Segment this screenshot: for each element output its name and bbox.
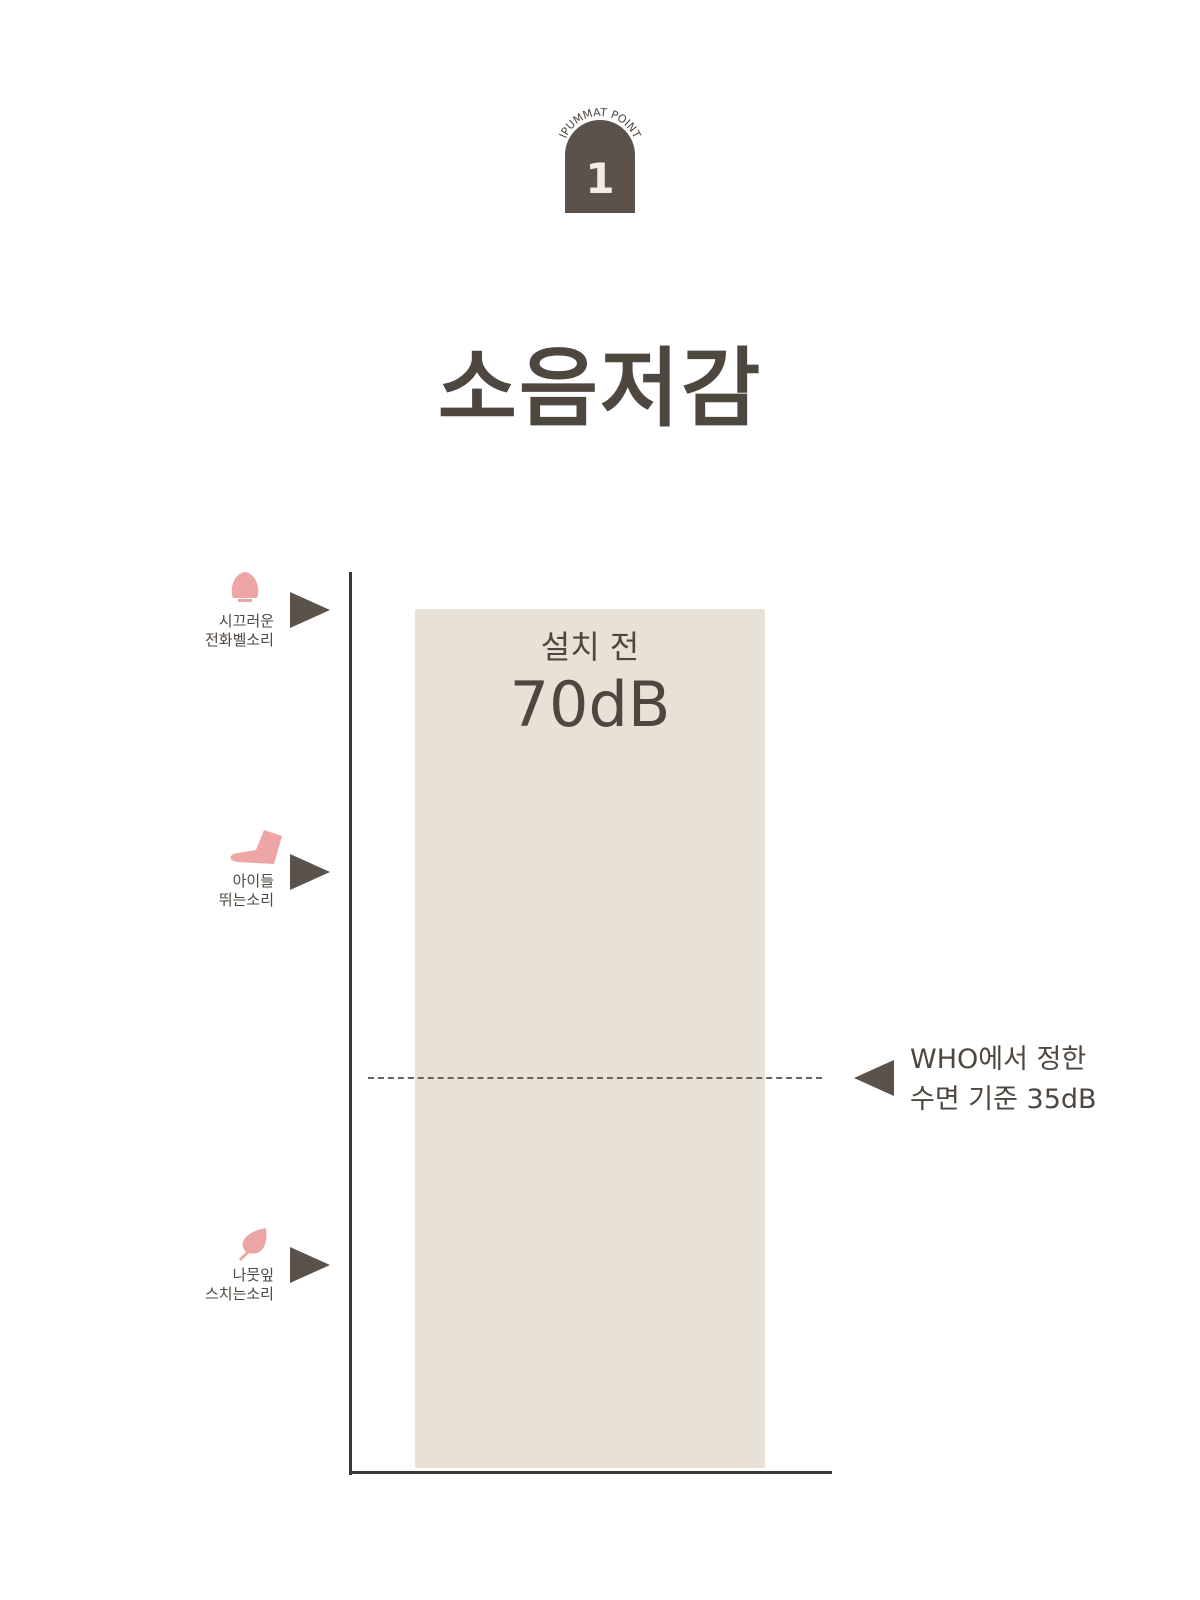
page-title: 소음저감 <box>437 339 763 439</box>
who-reference-line <box>368 1077 822 1079</box>
marker-label-line2: 뛰는소리 <box>218 891 274 909</box>
bar-category-label: 설치 전 <box>540 628 640 666</box>
marker-label-kids: 아이들 뛰는소리 <box>134 872 274 910</box>
bell-icon <box>231 572 259 602</box>
marker-label-leaves: 나뭇잎 스치는소리 <box>134 1266 274 1304</box>
marker-label-line1: 아이들 <box>232 872 274 890</box>
y-axis <box>349 572 352 1475</box>
marker-arrow-icon <box>290 1247 330 1283</box>
badge-arch <box>565 120 635 213</box>
marker-arrow-icon <box>290 592 330 628</box>
foot-icon <box>230 830 282 864</box>
marker-label-line2: 스치는소리 <box>204 1285 274 1303</box>
badge-number: 1 <box>585 154 614 203</box>
who-label-line1: WHO에서 정한 <box>910 1044 1087 1075</box>
who-arrow-icon <box>854 1060 894 1096</box>
bar-value-label: 70dB <box>509 668 671 741</box>
marker-label-line1: 시끄러운 <box>218 612 274 630</box>
who-reference-label: WHO에서 정한 수면 기준 35dB <box>910 1040 1097 1120</box>
bar-before-install <box>415 609 765 1468</box>
who-label-line2: 수면 기준 35dB <box>910 1084 1097 1115</box>
leaf-icon <box>238 1228 267 1262</box>
marker-label-line1: 나뭇잎 <box>232 1266 274 1284</box>
marker-label-phone: 시끄러운 전화벨소리 <box>134 612 274 650</box>
marker-label-line2: 전화벨소리 <box>204 631 274 649</box>
point-badge: IPUMMAT POINT 1 <box>557 106 643 213</box>
x-axis <box>349 1471 832 1474</box>
marker-arrow-icon <box>290 854 330 890</box>
